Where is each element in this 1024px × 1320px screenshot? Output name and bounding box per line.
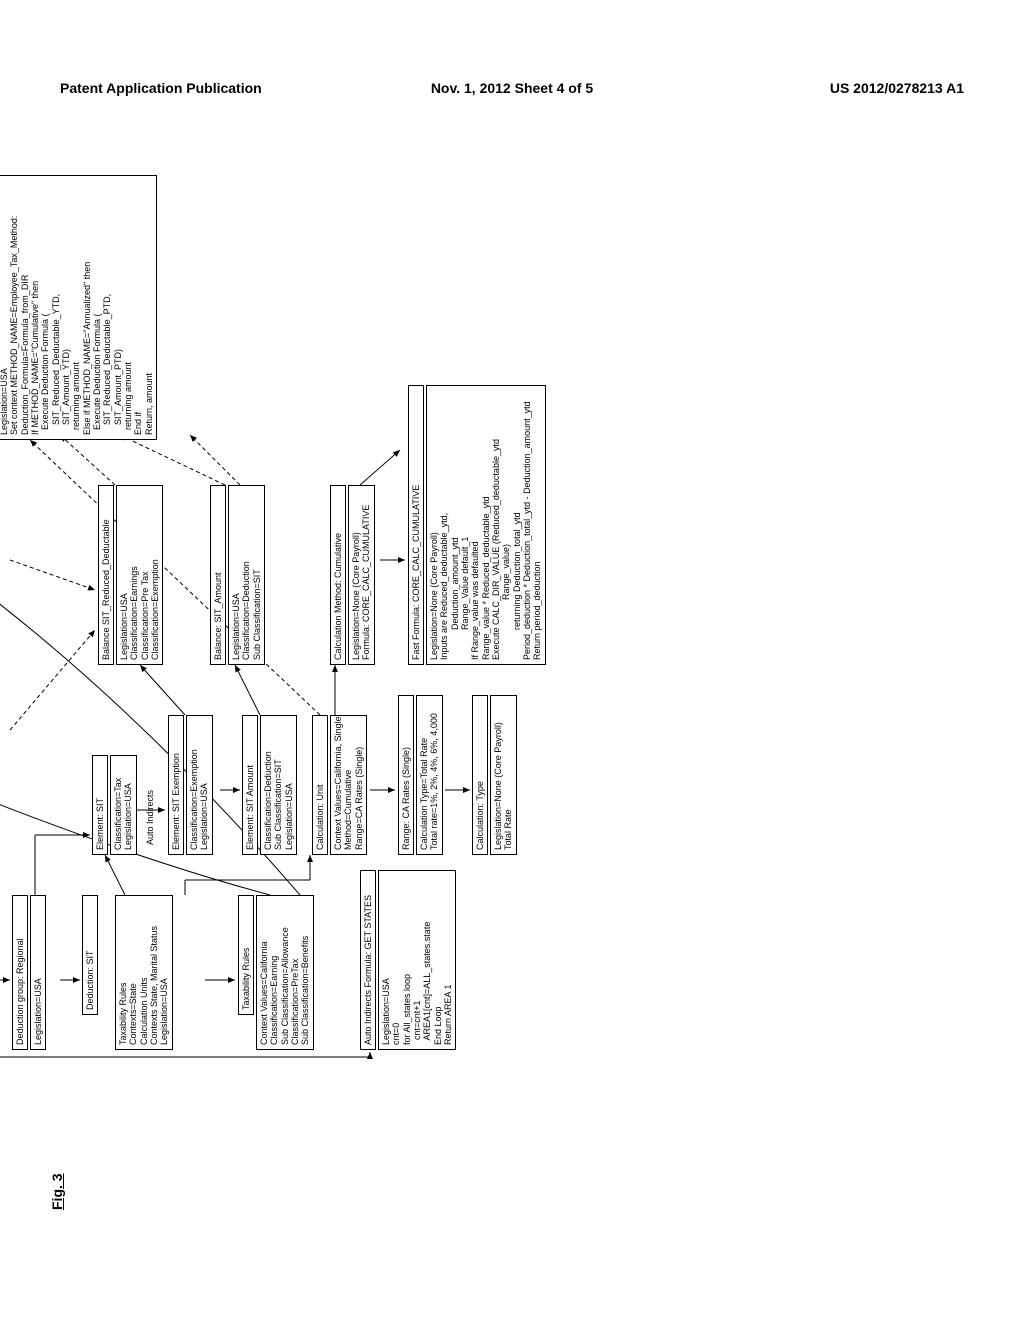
box-auto-indirects-formula-title: Auto Indirects Formula: GET STATES <box>360 870 376 1050</box>
box-balance-sit-amount-title: Balance: SIT_Amount <box>210 485 226 665</box>
box-deduction-group-regional-2-body: Legislation=USA <box>30 895 46 1050</box>
box-calculation-unit-title: Calculation: Unit <box>312 715 328 855</box>
box-calculation-type-body: Legislation=None (Core Payroll) Total Ra… <box>490 695 517 855</box>
box-element-sit-amount-body: Classification=Deduction Sub Classificat… <box>260 715 297 855</box>
box-calculation-unit-body: Context Values=California, Single Method… <box>330 715 367 855</box>
box-formula-result-rule-body: Legislation=USA Set context METHOD_NAME=… <box>0 175 157 440</box>
box-calculation-type-title: Calculation: Type <box>472 695 488 855</box>
box-deduction-sit-body: Taxability Rules Contexts=State Calculat… <box>115 895 173 1050</box>
box-element-sit-title: Element: SIT <box>92 755 108 855</box>
box-range-ca-rates-body: Calculation Type=Total Rate Total rate=1… <box>416 695 443 855</box>
box-calculation-method-body: Legislation=None (Core Payroll) Formula:… <box>348 485 375 665</box>
box-balance-reduced-body: Legislation=USA Classification=Earnings … <box>116 485 163 665</box>
box-range-ca-rates-title: Range: CA Rates (Single) <box>398 695 414 855</box>
box-calculation-method-title: Calculation Method: Cumulative <box>330 485 346 665</box>
header-right: US 2012/0278213 A1 <box>830 80 964 96</box>
box-balance-sit-amount-body: Legislation=USA Classification=Deduction… <box>228 485 265 665</box>
box-auto-indirects-formula-body: Legislation=USA cnt=0 for All_states loo… <box>378 870 456 1050</box>
box-element-sit-body: Classification=Tax Legislation=USA <box>110 755 137 855</box>
box-fast-formula-body: Legislation=None (Core Payroll) Inputs a… <box>426 385 546 665</box>
header-left: Patent Application Publication <box>60 80 262 96</box>
label-auto-indirects: Auto Indirects <box>145 790 155 845</box>
diagram: Deduction group: Regional Legislation=US… <box>60 260 960 960</box>
header-center: Nov. 1, 2012 Sheet 4 of 5 <box>431 80 593 96</box>
box-fast-formula-title: Fast Formula: CORE_CALC_CUMULATIVE <box>408 385 424 665</box>
box-balance-reduced-title: Balance SIT_Reduced_Deductable <box>98 485 114 665</box>
box-element-sit-exemption-title: Element: SIT Exemption <box>168 715 184 855</box>
box-element-sit-exemption-body: Classification=Exemption Legislation=USA <box>186 715 213 855</box>
box-element-sit-amount-title: Element: SIT Amount <box>242 715 258 855</box>
box-taxability-rules-title: Taxability Rules <box>238 895 254 1015</box>
box-taxability-rules-body: Context Values=California Classification… <box>256 895 314 1050</box>
box-deduction-group-regional-2-title: Deduction group: Regional <box>12 895 28 1050</box>
box-deduction-sit-title: Deduction: SIT <box>82 895 98 1015</box>
figure-label: Fig. 3 <box>49 1173 65 1210</box>
